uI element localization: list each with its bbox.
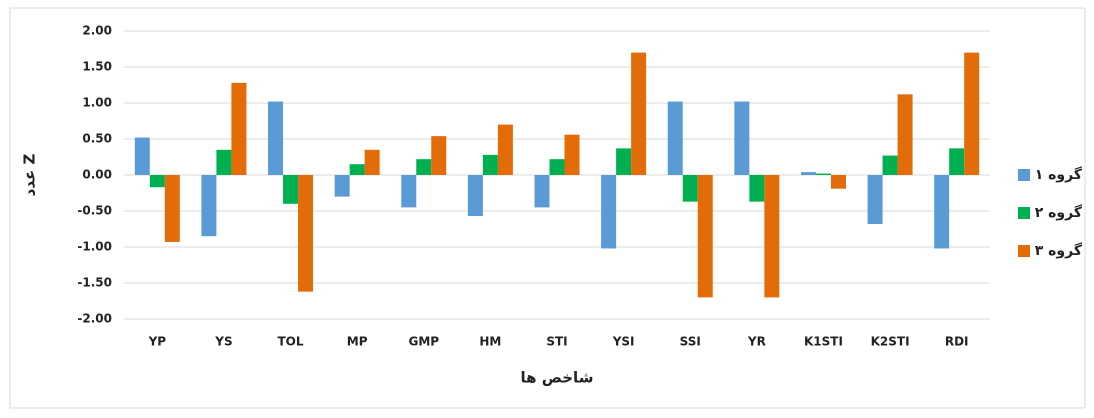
bar xyxy=(764,175,780,298)
x-tick-label: K1STI xyxy=(804,335,843,349)
bar xyxy=(482,154,498,175)
bar xyxy=(164,175,180,242)
bar xyxy=(616,148,632,175)
bar xyxy=(934,175,950,249)
bar xyxy=(564,134,580,175)
legend-label: گروه ۳ xyxy=(1035,242,1083,259)
bar xyxy=(682,175,698,202)
bar xyxy=(867,175,883,224)
y-tick-label: -0.50 xyxy=(77,204,112,218)
bar xyxy=(268,101,284,175)
x-tick-label: SSI xyxy=(680,335,701,349)
x-tick-label: K2STI xyxy=(871,335,910,349)
x-tick-label: YS xyxy=(214,335,232,349)
y-tick-label: -1.00 xyxy=(77,240,112,254)
y-tick-label: 0.00 xyxy=(82,168,112,182)
x-tick-label: RDI xyxy=(945,335,969,349)
bar xyxy=(467,175,483,217)
bar xyxy=(749,175,765,202)
x-tick-label: GMP xyxy=(408,335,439,349)
bar xyxy=(549,159,565,175)
bar xyxy=(601,175,617,249)
x-tick-label: TOL xyxy=(278,335,304,349)
bar xyxy=(734,101,750,175)
bar xyxy=(349,164,365,175)
y-tick-label: 1.50 xyxy=(82,60,112,74)
bar xyxy=(283,175,299,204)
bar xyxy=(897,94,913,175)
legend-swatch xyxy=(1018,169,1030,181)
legend-swatch xyxy=(1018,245,1030,257)
y-tick-label: -2.00 xyxy=(77,312,112,326)
bar xyxy=(800,172,816,175)
bar xyxy=(431,136,447,175)
x-tick-label: STI xyxy=(546,335,567,349)
y-tick-label: 0.50 xyxy=(82,132,112,146)
bar xyxy=(830,175,846,189)
bar xyxy=(949,148,965,175)
y-tick-label: -1.50 xyxy=(77,276,112,290)
bar xyxy=(364,149,380,175)
bar xyxy=(631,52,647,175)
bar xyxy=(334,175,350,197)
bar xyxy=(534,175,550,208)
legend-swatch xyxy=(1018,207,1030,219)
bar xyxy=(149,175,165,188)
bar xyxy=(401,175,417,208)
x-tick-label: YSI xyxy=(612,335,635,349)
chart-border xyxy=(9,7,1086,409)
bar xyxy=(134,137,150,175)
bar xyxy=(667,101,683,175)
x-tick-label: YR xyxy=(747,335,766,349)
legend-label: گروه ۲ xyxy=(1035,204,1083,221)
bar xyxy=(964,52,980,175)
bar xyxy=(697,175,713,298)
bar xyxy=(201,175,217,237)
bar xyxy=(416,159,432,175)
x-tick-label: YP xyxy=(148,335,167,349)
y-axis-label: عدد Z xyxy=(21,154,39,197)
legend-label: گروه ۱ xyxy=(1035,166,1083,183)
y-tick-label: 1.00 xyxy=(82,96,112,110)
bar xyxy=(298,175,314,292)
bar xyxy=(497,124,513,175)
x-tick-label: HM xyxy=(479,335,501,349)
y-tick-label: 2.00 xyxy=(82,24,112,38)
x-tick-label: MP xyxy=(347,335,368,349)
bar xyxy=(216,149,232,175)
x-axis-label: شاخص ها xyxy=(521,369,594,387)
bar xyxy=(815,173,831,175)
bar xyxy=(231,82,247,175)
bar xyxy=(882,155,898,175)
